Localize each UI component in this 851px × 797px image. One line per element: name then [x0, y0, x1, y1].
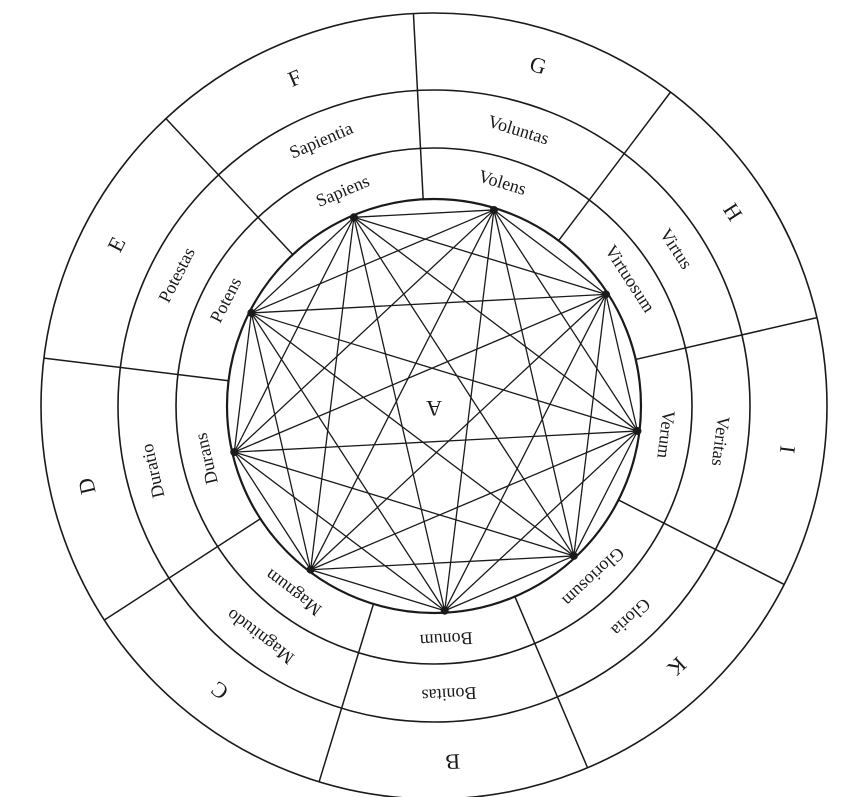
- segment-noun-label: Voluntas: [486, 111, 552, 148]
- segment-noun-label: Virtus: [656, 225, 697, 273]
- segment-dividers: [43, 13, 818, 783]
- segment-letter-label: B: [445, 749, 461, 775]
- segment-letter-label: E: [102, 233, 130, 256]
- connection-line: [444, 555, 575, 612]
- node-dot: [569, 551, 578, 560]
- segment-divider: [165, 118, 294, 256]
- connection-line: [233, 217, 355, 453]
- connection-line: [493, 209, 575, 557]
- center-label: A: [426, 396, 442, 421]
- segment-noun-label: Duratio: [137, 442, 169, 500]
- connection-line: [250, 216, 355, 314]
- segment-letter-label: D: [73, 476, 101, 497]
- connection-line: [233, 209, 495, 453]
- connection-line: [310, 555, 574, 571]
- connection-line: [444, 209, 495, 611]
- node-dot: [230, 448, 239, 457]
- concentric-rings: [40, 12, 828, 797]
- connection-line: [310, 430, 638, 571]
- node-dot: [601, 290, 610, 299]
- connection-line: [233, 312, 252, 453]
- segment-noun-label: Sapientia: [286, 118, 355, 163]
- connection-line: [251, 312, 638, 432]
- segment-letter-label: I: [775, 444, 801, 454]
- connection-line: [444, 294, 607, 612]
- segment-divider: [514, 596, 589, 769]
- segment-adjective-label: Magnum: [261, 565, 325, 620]
- connection-line: [234, 293, 607, 453]
- connection-line: [309, 217, 355, 570]
- segment-adjective-label: Volens: [476, 166, 528, 199]
- connection-line: [310, 293, 607, 571]
- outer-circle: [40, 12, 828, 797]
- segment-noun-label: Gloria: [607, 594, 654, 640]
- connection-line: [353, 217, 446, 611]
- connection-line: [233, 451, 312, 571]
- letter-ring-inner-circle: [117, 89, 751, 723]
- node-dot: [489, 205, 498, 214]
- node-connections: [230, 205, 642, 615]
- segment-divider: [635, 316, 818, 361]
- connection-line: [605, 294, 639, 432]
- segment-adjective-label: Bonum: [419, 628, 473, 651]
- connection-line: [250, 312, 575, 557]
- segment-noun-label: Magnitudo: [223, 605, 298, 669]
- connection-line: [310, 569, 445, 612]
- connection-line: [353, 216, 575, 557]
- connection-line: [233, 451, 446, 612]
- segment-divider: [318, 603, 375, 783]
- segment-letter-label: F: [284, 64, 305, 92]
- segment-adjective-label: Potens: [206, 274, 246, 326]
- segment-divider: [43, 357, 229, 382]
- connection-line: [444, 430, 638, 612]
- connection-line: [250, 312, 446, 612]
- connection-line: [310, 209, 495, 571]
- segment-divider: [618, 499, 785, 586]
- segment-noun-label: Potestas: [154, 244, 199, 306]
- connection-line: [573, 294, 607, 557]
- segment-adjective-label: Durans: [191, 431, 222, 486]
- connection-line: [234, 451, 574, 557]
- connection-line: [353, 216, 607, 295]
- segment-letter-label: C: [206, 676, 233, 705]
- connection-line: [353, 216, 638, 432]
- segment-divider: [103, 518, 261, 621]
- connection-line: [250, 312, 312, 570]
- connection-line: [573, 430, 639, 557]
- inner-circle: [225, 197, 643, 615]
- noun-ring-inner-circle: [175, 147, 693, 665]
- segment-adjective-label: Gloriosum: [559, 543, 629, 610]
- segment-divider: [557, 91, 672, 242]
- segment-divider: [412, 13, 424, 200]
- connection-line: [251, 293, 606, 314]
- segment-adjective-label: Verum: [653, 409, 679, 459]
- node-dot: [633, 426, 642, 435]
- segment-letter-label: K: [663, 652, 692, 681]
- node-dot: [440, 606, 449, 615]
- segment-adjective-label: Sapiens: [313, 171, 372, 211]
- connection-line: [493, 209, 607, 295]
- node-dot: [349, 213, 358, 222]
- segment-noun-label: Bonitas: [421, 683, 477, 706]
- segment-letter-label: H: [718, 198, 748, 225]
- connection-line: [234, 430, 638, 453]
- segment-noun-label: Veritas: [708, 415, 734, 467]
- node-dot: [247, 308, 256, 317]
- segment-letter-label: G: [527, 51, 550, 80]
- connection-line: [353, 209, 494, 218]
- segment-adjective-label: Virtuosum: [601, 241, 659, 316]
- connection-line: [251, 209, 495, 314]
- node-dot: [306, 565, 315, 574]
- connection-line: [493, 209, 639, 432]
